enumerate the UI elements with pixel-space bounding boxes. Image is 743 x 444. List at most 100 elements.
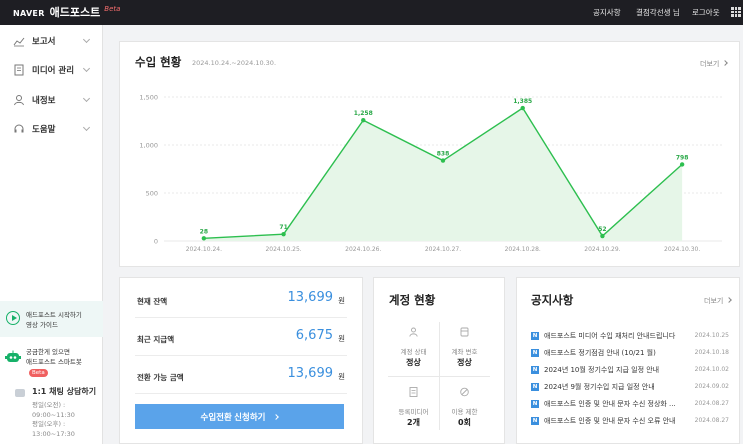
apply-conversion-label: 수입전환 신청하기 (200, 411, 266, 422)
account-label: 이용 제한 (451, 408, 478, 416)
notice-item[interactable]: N 2024년 9월 정기수입 지급 일정 안내 2024.09.02 (531, 380, 729, 396)
top-nav-user[interactable]: 결점각선생 님 (636, 8, 680, 17)
notice-date: 2024.08.27 (694, 400, 729, 407)
data-label: 1,258 (354, 110, 373, 117)
notice-date: 2024.10.18 (694, 349, 729, 356)
balance-card: 현재 잔액 13,699 원 최근 지급액 6,675 원 전환 가능 금액 1… (119, 277, 363, 444)
notice-title: 애드포스트 인증 및 안내 문자 수신 오류 안내 (544, 417, 676, 425)
y-tick-label: 500 (146, 190, 158, 198)
notice-item[interactable]: N 2024년 10월 정기수입 지급 일정 안내 2024.10.02 (531, 363, 729, 379)
document-icon (14, 64, 24, 75)
notice-date: 2024.10.25 (694, 332, 729, 339)
balance-value: 13,699 (287, 290, 334, 305)
account-card: 계정 현황 계정 상태 정상 계좌 변호 정상 등록미디어 2개 이용 제한 0… (373, 277, 505, 444)
product-name: 애드포스트 (49, 6, 101, 19)
notices-more-link[interactable]: 더보기 (704, 296, 731, 306)
balance-label: 최근 지급액 (137, 335, 175, 344)
hours-line: 평일(오후) : (32, 420, 66, 428)
person-icon (14, 94, 24, 105)
new-badge: N (531, 332, 539, 340)
chat-hours: 평일(오전) : 09:00~11:30 평일(오후) : 13:00~17:3… (32, 401, 75, 439)
notice-title: 2024년 9월 정기수입 지급 일정 안내 (544, 383, 655, 391)
x-tick-label: 2024.10.30. (664, 246, 700, 253)
account-label: 계정 상태 (400, 348, 427, 356)
x-tick-label: 2024.10.29. (584, 246, 620, 253)
account-bank-cell: 계좌 변호 정상 (439, 316, 490, 376)
chevron-down-icon (82, 94, 91, 103)
smartbot-line-2: 애드포스트 스마트봇 (26, 358, 82, 366)
sidebar-item-label: 내정보 (32, 95, 56, 106)
data-point (600, 233, 605, 239)
person-icon (409, 327, 418, 337)
data-point (201, 236, 207, 241)
brand-logo[interactable]: NAVER 애드포스트 Beta (13, 4, 120, 20)
sidebar-item-label: 도움말 (32, 124, 56, 135)
notice-item[interactable]: N 애드포스트 정기점검 안내 (10/21 월) 2024.10.18 (531, 346, 729, 362)
notice-date: 2024.10.02 (694, 366, 729, 373)
notice-item[interactable]: N 애드포스트 인증 및 안내 문자 수신 오류 안내 2024.08.27 (531, 414, 729, 430)
revenue-card: 수입 현황 2024.10.24.~2024.10.30. 더보기 0 500 1,… (119, 41, 740, 267)
data-label: 71 (279, 224, 287, 231)
balance-unit: 원 (338, 296, 345, 305)
data-point (361, 118, 366, 123)
sidebar-item-label: 미디어 관리 (32, 65, 75, 76)
account-title: 계정 현황 (389, 293, 436, 307)
guide-line-2: 영상 가이드 (26, 321, 58, 329)
revenue-more-link[interactable]: 더보기 (700, 59, 727, 69)
revenue-period: 2024.10.24.~2024.10.30. (192, 59, 277, 67)
apply-conversion-button[interactable]: 수입전환 신청하기 (135, 404, 344, 429)
smartbot-link[interactable]: 궁금한게 있으면 애드포스트 스마트봇 Beta (26, 347, 102, 377)
sidebar-item-help[interactable]: 도움말 (0, 114, 103, 143)
x-tick-label: 2024.10.27. (425, 246, 461, 253)
chevron-down-icon (82, 64, 91, 73)
sidebar: 보고서 미디어 관리 내정보 도움말 애드포스트 시작하기 영상 가이드 궁금한… (0, 25, 103, 444)
x-tick-label: 2024.10.24. (186, 246, 222, 253)
hours-line: 09:00~11:30 (32, 410, 75, 419)
new-badge: N (531, 383, 539, 391)
new-badge: N (531, 400, 539, 408)
sidebar-item-myinfo[interactable]: 내정보 (0, 85, 103, 114)
top-nav-logout[interactable]: 로그아웃 (692, 8, 720, 17)
account-label: 계좌 변호 (451, 348, 478, 356)
apps-grid-icon[interactable] (731, 7, 741, 17)
notice-title: 애드포스트 미디어 수입 재처리 안내드립니다 (544, 332, 676, 340)
data-point (520, 105, 525, 111)
account-restriction-cell: 이용 제한 0회 (439, 376, 490, 436)
chevron-down-icon (82, 123, 91, 132)
chat-consult-link[interactable]: 1:1 채팅 상담하기 (32, 387, 97, 396)
data-label: 798 (676, 154, 689, 161)
account-label: 등록미디어 (398, 408, 429, 416)
data-label: 838 (437, 151, 450, 158)
notice-title: 애드포스트 인증 및 안내 문자 수신 정상화 ... (544, 400, 676, 408)
notice-item[interactable]: N 애드포스트 인증 및 안내 문자 수신 정상화 ... 2024.08.27 (531, 397, 729, 413)
balance-row-current: 현재 잔액 13,699 원 (135, 282, 347, 318)
balance-row-convertible: 전환 가능 금액 13,699 원 (135, 358, 347, 394)
notice-item[interactable]: N 애드포스트 미디어 수입 재처리 안내드립니다 2024.10.25 (531, 329, 729, 345)
account-value: 0회 (458, 418, 471, 427)
guide-line-1: 애드포스트 시작하기 (26, 311, 82, 319)
notice-title: 2024년 10월 정기수입 지급 일정 안내 (544, 366, 660, 374)
beta-badge: Beta (29, 369, 48, 377)
top-bar: NAVER 애드포스트 Beta 공지사항 결점각선생 님 로그아웃 (0, 0, 743, 25)
y-tick-label: 0 (154, 238, 158, 246)
media-doc-icon (409, 387, 418, 397)
sidebar-item-media[interactable]: 미디어 관리 (0, 55, 103, 84)
account-status-cell: 계정 상태 정상 (388, 316, 439, 376)
trend-line-icon (13, 37, 25, 46)
smartbot-line-1: 궁금한게 있으면 (26, 348, 70, 356)
new-badge: N (531, 366, 539, 374)
notice-date: 2024.08.27 (694, 417, 729, 424)
play-icon (6, 311, 20, 325)
revenue-chart: 0 500 1,000 1,500 2024.10.24. 2024.10.25. 2024… (139, 94, 722, 253)
balance-label: 전환 가능 금액 (137, 373, 184, 382)
bank-card-icon (460, 327, 469, 337)
top-nav-notice[interactable]: 공지사항 (593, 8, 621, 17)
balance-label: 현재 잔액 (137, 297, 168, 306)
data-point (440, 158, 446, 163)
chevron-right-icon (273, 413, 280, 420)
sidebar-item-report[interactable]: 보고서 (0, 26, 103, 55)
naver-logo-text: NAVER (13, 9, 45, 18)
y-tick-label: 1,500 (139, 94, 158, 102)
guide-video-banner[interactable]: 애드포스트 시작하기 영상 가이드 (0, 301, 103, 337)
balance-row-recent: 최근 지급액 6,675 원 (135, 320, 347, 356)
